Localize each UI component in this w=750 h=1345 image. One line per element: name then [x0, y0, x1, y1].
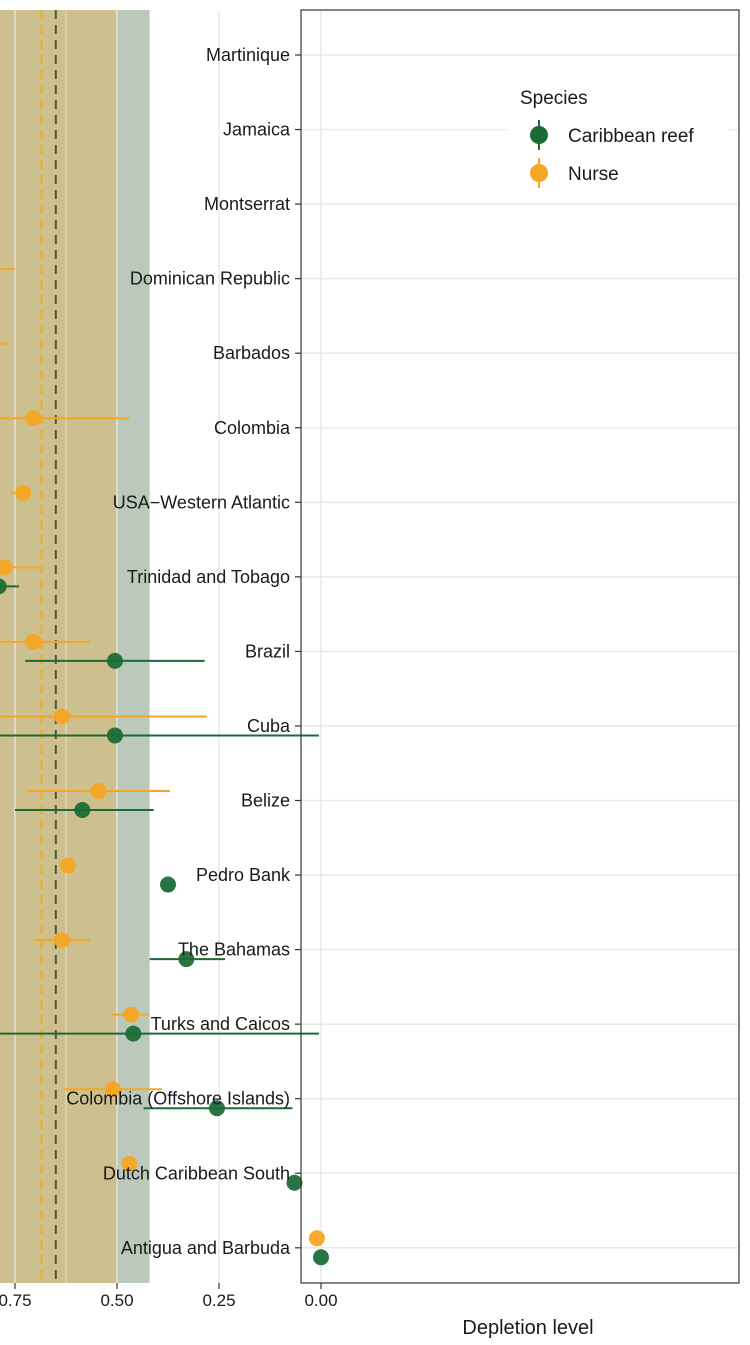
point-nurse-13	[123, 1006, 140, 1023]
point-nurse-15	[121, 1155, 138, 1172]
legend-key-dot-nurse	[530, 164, 548, 182]
point-reef-15	[286, 1174, 303, 1191]
y-label-9: Cuba	[247, 716, 291, 736]
y-label-15: Dutch Caribbean South	[103, 1163, 290, 1183]
y-label-6: USA−Western Atlantic	[113, 492, 290, 512]
panel-border	[300, 9, 740, 1284]
legend-title: Species	[520, 88, 588, 109]
point-reef-14	[208, 1100, 225, 1117]
y-label-1: Jamaica	[223, 120, 291, 140]
legend-label-nurse: Nurse	[568, 164, 619, 185]
y-label-11: Pedro Bank	[196, 865, 291, 885]
x-tick-label-1: 0.75	[0, 1291, 32, 1310]
x-axis-ticks: 1.000.750.500.250.00	[0, 1283, 338, 1310]
y-label-7: Trinidad and Tobago	[127, 567, 290, 587]
y-label-3: Dominican Republic	[130, 269, 290, 289]
shaded-regions	[0, 10, 150, 1283]
point-nurse-11	[60, 857, 77, 874]
point-reef-13	[125, 1025, 142, 1042]
point-reef-16	[313, 1249, 329, 1266]
shaded-region-0	[0, 10, 117, 1283]
point-reef-7	[0, 578, 7, 595]
point-reef-8	[106, 652, 123, 669]
point-nurse-6	[15, 484, 32, 501]
point-reef-12	[178, 951, 195, 968]
panel-frame	[300, 9, 740, 1284]
reference-lines	[40, 10, 57, 1283]
y-axis-labels: Martinique Jamaica Montserrat Dominican Rep…	[66, 45, 301, 1258]
y-label-10: Belize	[241, 791, 290, 811]
point-nurse-8	[25, 633, 42, 650]
y-label-14: Colombia (Offshore Islands)	[66, 1089, 290, 1109]
point-nurse-10	[90, 783, 107, 799]
panel-fill	[301, 10, 739, 1283]
point-nurse-5	[25, 410, 42, 427]
legend-label-reef: Caribbean reef	[568, 126, 694, 147]
data-points	[0, 410, 329, 1266]
y-label-16: Antigua and Barbuda	[121, 1238, 291, 1258]
y-label-5: Colombia	[214, 418, 291, 438]
shaded-region-1	[117, 10, 150, 1283]
point-nurse-9	[53, 708, 70, 725]
point-nurse-12	[53, 932, 70, 949]
x-tick-label-4: 0.00	[304, 1291, 337, 1310]
legend: Species Caribbean reef Nurse	[508, 74, 728, 201]
point-nurse-16	[308, 1230, 325, 1247]
y-label-4: Barbados	[213, 343, 290, 363]
point-nurse-14	[104, 1081, 121, 1098]
point-nurse-7	[0, 559, 13, 576]
point-reef-10	[74, 802, 91, 818]
x-axis-title: Depletion level	[462, 1317, 593, 1339]
panel-background	[301, 10, 739, 1283]
y-label-8: Brazil	[245, 641, 290, 661]
point-reef-9	[106, 727, 123, 744]
x-tick-label-3: 0.25	[202, 1291, 235, 1310]
x-tick-label-2: 0.50	[100, 1291, 133, 1310]
y-label-0: Martinique	[206, 45, 290, 65]
y-label-13: Turks and Caicos	[151, 1014, 290, 1034]
y-label-12: The Bahamas	[178, 940, 290, 960]
legend-key-dot-reef	[530, 126, 548, 144]
point-reef-11	[160, 876, 176, 893]
y-label-2: Montserrat	[204, 194, 290, 214]
